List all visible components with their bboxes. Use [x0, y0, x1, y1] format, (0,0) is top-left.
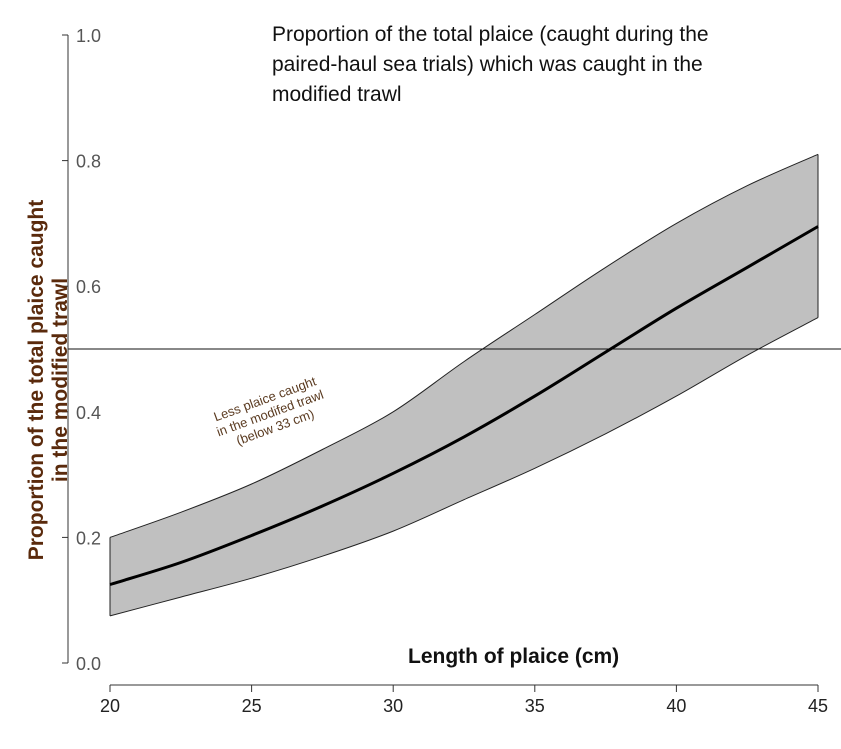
x-tick-label: 40 [666, 696, 686, 716]
fitted-curve-line [109, 225, 819, 586]
y-tick-label: 0.6 [76, 277, 101, 297]
confidence-band [110, 154, 818, 616]
x-tick-label: 45 [808, 696, 828, 716]
y-tick-label: 0.4 [76, 403, 101, 423]
x-tick-label: 20 [100, 696, 120, 716]
y-tick-label: 1.0 [76, 26, 101, 46]
x-axis-label: Length of plaice (cm) [408, 645, 620, 668]
y-axis-label-line: in the modified trawl [49, 277, 72, 483]
chart-title-line: modified trawl [272, 83, 402, 106]
confidence-lower-edge [109, 317, 819, 617]
y-tick-label: 0.0 [76, 654, 101, 674]
y-tick-label: 0.8 [76, 152, 101, 172]
y-axis-label-line: Proportion of the total plaice caught [25, 199, 48, 561]
confidence-upper-edge [109, 153, 819, 538]
chart-title-line: Proportion of the total plaice (caught d… [272, 23, 709, 46]
x-tick-label: 25 [242, 696, 262, 716]
x-tick-label: 30 [383, 696, 403, 716]
chart-title-line: paired-haul sea trials) which was caught… [272, 53, 703, 76]
x-tick-label: 35 [525, 696, 545, 716]
chart-title: Proportion of the total plaice (caught d… [272, 20, 832, 110]
y-tick-label: 0.2 [76, 528, 101, 548]
